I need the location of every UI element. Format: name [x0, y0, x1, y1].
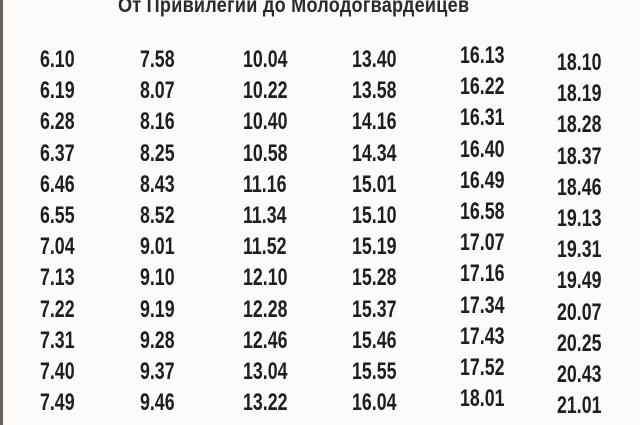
departure-time: 12.28	[243, 295, 288, 323]
departure-time: 18.19	[557, 80, 602, 108]
departure-time: 8.25	[140, 139, 175, 167]
departure-time: 19.13	[557, 205, 602, 232]
photo-edge	[0, 0, 3, 425]
departure-time: 17.43	[460, 322, 505, 350]
departure-time: 17.52	[460, 354, 505, 381]
departure-time: 9.37	[140, 358, 175, 385]
departure-time: 10.04	[243, 46, 288, 73]
departure-time: 17.34	[460, 291, 505, 319]
departure-time: 17.07	[460, 229, 505, 257]
departure-time: 21.01	[557, 392, 602, 420]
departure-time: 14.16	[352, 108, 397, 136]
departure-time: 11.34	[243, 202, 287, 229]
departure-time: 20.43	[557, 361, 602, 388]
departure-time: 9.19	[140, 295, 175, 323]
departure-time: 9.10	[140, 264, 175, 292]
departure-time: 18.01	[460, 385, 505, 413]
departure-time: 16.04	[352, 389, 397, 417]
departure-time: 16.13	[460, 42, 505, 69]
departure-time: 15.28	[352, 264, 397, 292]
departure-time: 9.01	[140, 233, 175, 261]
departure-time: 10.22	[243, 77, 288, 105]
departure-time: 15.37	[352, 295, 397, 323]
departure-time: 15.10	[352, 202, 397, 229]
departure-time: 12.46	[243, 326, 288, 354]
departure-time: 6.19	[40, 77, 75, 105]
departure-time: 14.34	[352, 139, 397, 167]
departure-time: 15.19	[352, 233, 397, 261]
departure-time: 12.10	[243, 264, 288, 292]
departure-time: 10.40	[243, 108, 288, 136]
departure-time: 7.04	[40, 233, 75, 261]
departure-time: 10.58	[243, 139, 288, 167]
departure-time: 7.13	[40, 264, 75, 292]
departure-time: 7.40	[40, 358, 75, 385]
departure-time: 18.28	[557, 111, 602, 139]
departure-time: 13.04	[243, 358, 288, 385]
departure-time: 6.55	[40, 202, 75, 229]
departure-time: 6.28	[40, 108, 75, 136]
departure-time: 18.37	[557, 142, 602, 170]
departure-time: 16.31	[460, 104, 505, 132]
departure-time: 19.31	[557, 236, 602, 264]
departure-time: 16.40	[460, 135, 505, 163]
departure-time: 7.58	[140, 46, 175, 73]
departure-time: 20.25	[557, 329, 602, 357]
departure-time: 8.07	[140, 77, 175, 105]
departure-time: 6.10	[40, 46, 75, 73]
departure-time: 15.01	[352, 170, 397, 198]
departure-time: 8.52	[140, 202, 175, 229]
departure-time: 6.46	[40, 170, 75, 198]
departure-time: 7.49	[40, 389, 75, 417]
departure-time: 11.16	[243, 170, 287, 198]
departure-time: 7.31	[40, 326, 75, 354]
departure-time: 18.10	[557, 49, 602, 76]
departure-time: 20.07	[557, 298, 602, 326]
departure-time: 11.52	[243, 233, 287, 261]
schedule-title: От Привилегии до Молодогвардейцев	[118, 0, 470, 17]
departure-time: 16.49	[460, 166, 505, 194]
departure-time: 16.58	[460, 198, 505, 225]
departure-time: 19.49	[557, 267, 602, 295]
departure-time: 6.37	[40, 139, 75, 167]
departure-time: 8.16	[140, 108, 175, 136]
departure-time: 15.55	[352, 358, 397, 385]
departure-time: 8.43	[140, 170, 175, 198]
departure-time: 15.46	[352, 326, 397, 354]
departure-time: 13.22	[243, 389, 288, 417]
departure-time: 13.58	[352, 77, 397, 105]
departure-time: 13.40	[352, 46, 397, 73]
departure-time: 9.46	[140, 389, 175, 417]
departure-time: 18.46	[557, 173, 602, 201]
departure-time: 7.22	[40, 295, 75, 323]
departure-time: 16.22	[460, 73, 505, 101]
departure-time: 17.16	[460, 260, 505, 288]
departure-time: 9.28	[140, 326, 175, 354]
